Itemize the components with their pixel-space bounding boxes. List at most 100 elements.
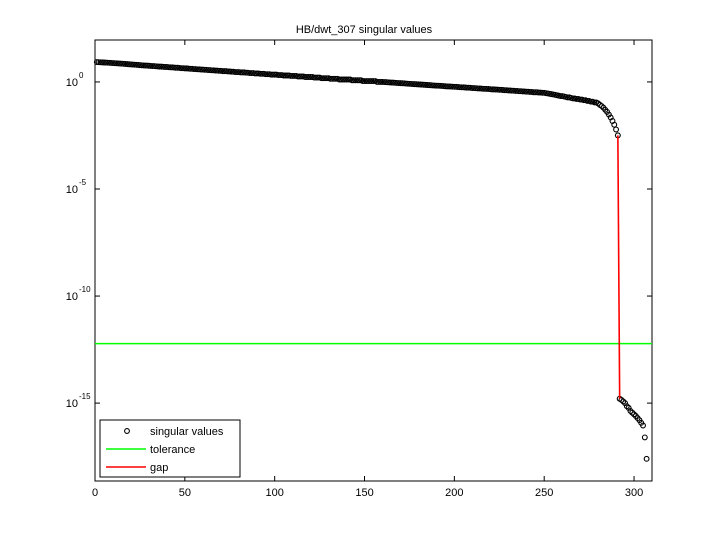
point: [512, 87, 519, 94]
point: [221, 68, 228, 75]
point: [587, 98, 594, 105]
point: [313, 74, 319, 81]
legend-label: gap: [150, 462, 168, 474]
point: [323, 75, 330, 82]
point: [242, 69, 249, 76]
point: [307, 74, 314, 80]
x-tick-label: 250: [535, 487, 553, 499]
point: [354, 77, 361, 84]
point: [526, 89, 533, 95]
point: [190, 66, 197, 73]
point: [251, 70, 258, 77]
y-tick-label: 10: [66, 398, 78, 410]
point: [505, 87, 512, 94]
point: [187, 65, 194, 72]
y-tick-label: 10: [66, 184, 78, 196]
point: [348, 77, 355, 84]
point: [516, 88, 522, 95]
point: [352, 77, 359, 84]
point: [225, 68, 231, 75]
point: [167, 64, 174, 71]
point: [640, 422, 646, 429]
point: [149, 63, 156, 70]
point: [580, 97, 587, 104]
point: [178, 65, 185, 72]
point: [377, 78, 384, 85]
x-tick-label: 150: [355, 487, 373, 499]
point: [257, 70, 264, 77]
point: [535, 89, 542, 96]
point: [314, 74, 321, 81]
point: [519, 88, 526, 95]
point: [331, 75, 337, 82]
legend-marker: [124, 428, 130, 434]
point: [345, 76, 352, 83]
point: [591, 99, 598, 106]
point: [489, 86, 496, 93]
point: [284, 72, 291, 79]
point: [374, 78, 381, 85]
point: [557, 93, 564, 99]
point: [208, 67, 215, 74]
legend-label: singular values: [150, 426, 224, 438]
point: [474, 85, 481, 92]
point: [359, 78, 366, 85]
point: [350, 77, 357, 84]
point: [302, 74, 309, 80]
x-tick-label: 300: [625, 487, 643, 499]
point: [532, 89, 539, 96]
point: [338, 76, 345, 83]
point: [277, 72, 284, 78]
x-tick-label: 200: [445, 487, 463, 499]
point: [201, 66, 208, 73]
point: [469, 85, 476, 91]
point: [269, 71, 276, 78]
point: [320, 75, 327, 82]
point: [341, 76, 348, 83]
point: [366, 78, 373, 85]
point: [370, 78, 377, 85]
point: [444, 83, 451, 90]
point: [539, 89, 546, 96]
point: [198, 66, 204, 73]
point: [275, 72, 282, 78]
y-tick-exponent: 0: [79, 71, 84, 80]
point: [282, 72, 289, 79]
point: [194, 66, 201, 73]
y-tick-label: 10: [66, 291, 78, 303]
point: [271, 71, 278, 78]
point: [205, 67, 212, 73]
point: [530, 89, 537, 96]
point: [248, 70, 255, 77]
point: [246, 70, 253, 77]
y-tick-exponent: -10: [79, 285, 91, 294]
point: [523, 88, 530, 95]
point: [259, 70, 266, 77]
point: [289, 73, 296, 79]
gap-line: [617, 135, 621, 399]
point: [361, 78, 368, 85]
point: [329, 75, 336, 82]
point: [172, 64, 179, 71]
point: [162, 64, 169, 70]
point: [451, 83, 458, 90]
point: [492, 86, 499, 93]
point: [363, 78, 370, 85]
point: [643, 455, 650, 462]
plot-frame: [94, 39, 653, 482]
point: [262, 71, 269, 78]
point: [142, 62, 149, 69]
point: [219, 68, 226, 75]
point: [291, 73, 298, 79]
point: [577, 96, 584, 103]
x-tick-label: 0: [92, 487, 98, 499]
legend-label: tolerance: [150, 444, 195, 456]
point: [365, 78, 372, 85]
point: [233, 69, 240, 75]
point: [356, 77, 363, 84]
point: [298, 73, 305, 80]
point: [305, 74, 312, 80]
x-tick-label: 100: [265, 487, 283, 499]
point: [181, 65, 188, 72]
